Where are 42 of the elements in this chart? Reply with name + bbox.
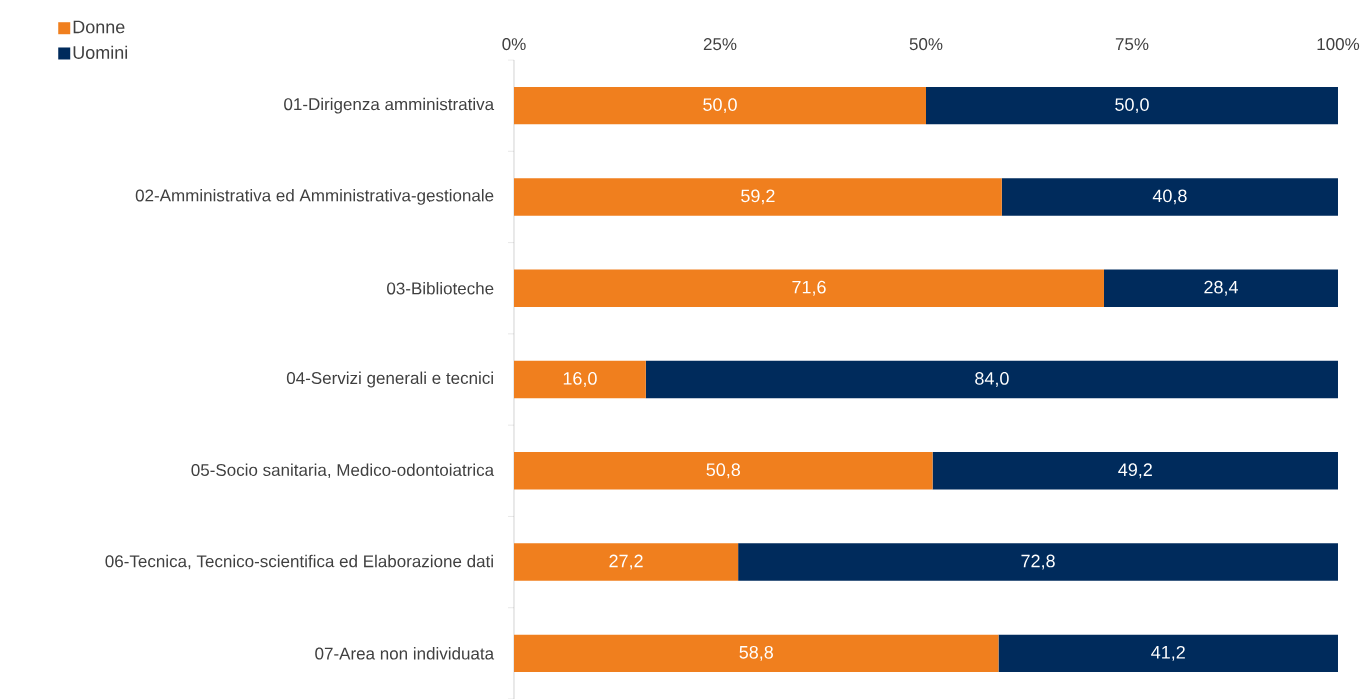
data-label: 40,8 [1152,189,1187,205]
bar [514,360,646,399]
y-tick-label: 06-Tecnica, Tecnico-scientifica ed Elaborazione dati [105,554,493,570]
bar [514,269,1104,307]
bar [514,543,739,581]
data-label: 71,6 [792,280,826,296]
data-label: 50,8 [706,463,741,479]
legend-label: Donne [73,20,125,34]
bar [998,634,1338,673]
bar [1001,178,1338,216]
data-label: 49,2 [1118,463,1152,479]
x-tick-label: 100% [1317,38,1360,51]
bar [514,86,926,125]
y-tick-label: 02-Amministrativa ed Amministrativa-gestionale [135,189,494,205]
y-tick-label: 03-Biblioteche [387,281,494,295]
y-tick-label: 01-Dirigenza amministrativa [284,97,495,114]
data-label: 41,2 [1151,645,1185,661]
bar [926,86,1338,125]
data-label: 84,0 [975,372,1009,387]
y-tick-label: 07-Area non individuata [315,647,495,660]
data-label: 28,4 [1204,280,1238,296]
y-tick-label: 05-Socio sanitaria, Medico-odontoiatrica [191,463,495,479]
data-label: 58,8 [739,645,773,661]
bar [932,452,1338,490]
data-label: 50,0 [703,98,737,114]
data-label: 27,2 [609,554,643,570]
bar [645,360,1338,399]
x-tick-label: 25% [703,38,737,51]
bar [1103,269,1338,307]
y-tick-label: 04-Servizi generali e tecnici [286,371,493,388]
data-label: 50,0 [1115,98,1149,114]
bar [738,543,1338,581]
bar [514,452,933,490]
legend-label: Uomini [73,45,128,59]
bar [514,634,999,673]
data-label: 16,0 [563,372,597,387]
x-tick-label: 50% [909,38,943,51]
bar [514,178,1002,216]
data-label: 72,8 [1021,554,1055,570]
x-tick-label: 75% [1115,38,1149,51]
x-tick-label: 0% [502,38,526,51]
data-label: 59,2 [741,189,775,205]
